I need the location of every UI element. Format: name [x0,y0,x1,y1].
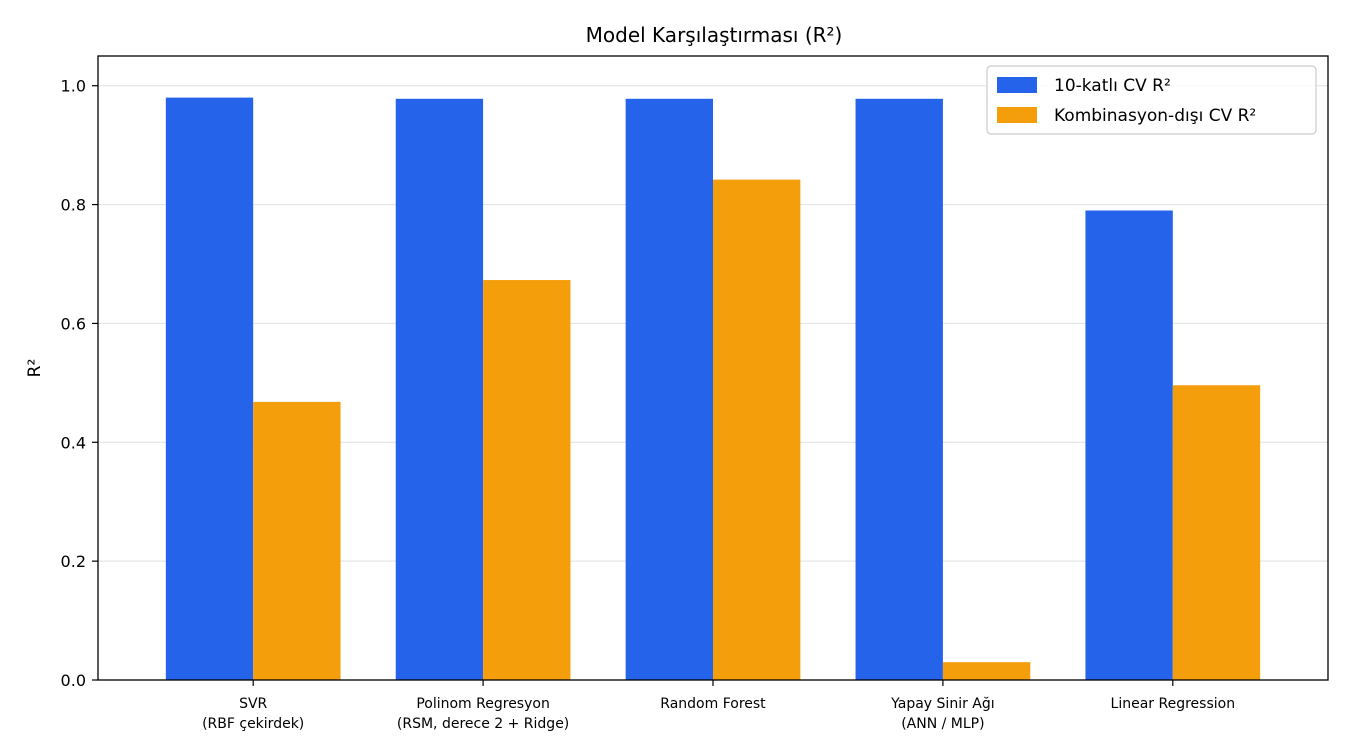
chart-title: Model Karşılaştırması (R²) [586,23,843,47]
bar-out-of-combination-1 [483,280,571,680]
x-tick-label: Linear Regression [1111,696,1236,712]
x-tick-label: Yapay Sinir Ağı [890,696,995,712]
legend-label: 10-katlı CV R² [1054,76,1171,96]
legend-swatch [997,107,1037,123]
x-tick-label: (RSM, derece 2 + Ridge) [397,716,569,732]
x-tick-label: (ANN / MLP) [901,716,984,732]
x-tick-label: Polinom Regresyon [416,696,550,712]
bar-out-of-combination-4 [1172,385,1261,680]
y-tick-label: 0.0 [61,671,86,690]
bar-out-of-combination-3 [942,662,1031,680]
y-tick-label: 0.4 [61,433,86,452]
legend-box [986,65,1317,135]
bars [165,97,1261,681]
y-axis-label: R² [25,359,45,378]
bar-kfold-1 [395,98,484,680]
y-ticks: 0.0 0.2 0.4 0.6 0.8 1.0 [61,77,98,690]
x-tick-label: Random Forest [660,696,766,712]
legend: 10-katlı CV R² Kombinasyon-dışı CV R² [986,65,1317,135]
bar-kfold-2 [625,98,713,680]
x-tick-label: (RBF çekirdek) [202,716,304,732]
bar-kfold-4 [1085,210,1173,680]
x-tick-label: SVR [239,696,267,712]
y-tick-label: 1.0 [61,77,86,96]
y-tick-label: 0.8 [61,196,86,215]
y-tick-label: 0.6 [61,314,86,333]
bar-out-of-combination-0 [253,401,341,680]
bar-kfold-0 [165,97,254,681]
legend-swatch [997,77,1037,93]
legend-label: Kombinasyon-dışı CV R² [1054,106,1256,126]
y-tick-label: 0.2 [61,552,86,571]
bar-kfold-3 [855,98,943,680]
bar-out-of-combination-2 [713,179,801,680]
x-tick-labels: SVR (RBF çekirdek) Polinom Regresyon (RSM, … [202,680,1235,732]
